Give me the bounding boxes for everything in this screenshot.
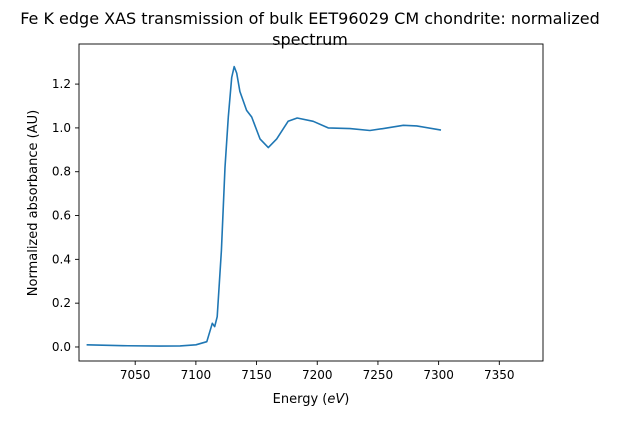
- y-axis-label: Normalized absorbance (AU): [26, 110, 41, 296]
- x-tick-label: 7100: [181, 368, 212, 382]
- series-line: [86, 65, 442, 347]
- y-tick-label: 0.8: [52, 165, 71, 179]
- y-tick-label: 0.4: [52, 252, 71, 266]
- y-tick-label: 1.0: [52, 121, 71, 135]
- x-tick-label: 7350: [484, 368, 515, 382]
- x-tick-label: 7250: [363, 368, 394, 382]
- chart-title-line-1: Fe K edge XAS transmission of bulk EET96…: [20, 9, 600, 28]
- x-tick-label: 7150: [241, 368, 272, 382]
- plot-area: 7050 7100 7150 7200 7250 7300 7350 0.0 0.2 0.4 0.6…: [52, 43, 544, 382]
- y-tick-label: 0.6: [52, 209, 71, 223]
- chart-title-line-2: spectrum: [272, 30, 348, 49]
- x-axis-label: Energy (eV): [273, 392, 350, 407]
- x-tick-label: 7200: [302, 368, 333, 382]
- y-tick-label: 0.2: [52, 296, 71, 310]
- x-tick-label: 7050: [120, 368, 151, 382]
- axes-frame: [78, 43, 544, 362]
- y-tick-label: 0.0: [52, 340, 71, 354]
- x-tick-label: 7300: [423, 368, 454, 382]
- y-tick-label: 1.2: [52, 77, 71, 91]
